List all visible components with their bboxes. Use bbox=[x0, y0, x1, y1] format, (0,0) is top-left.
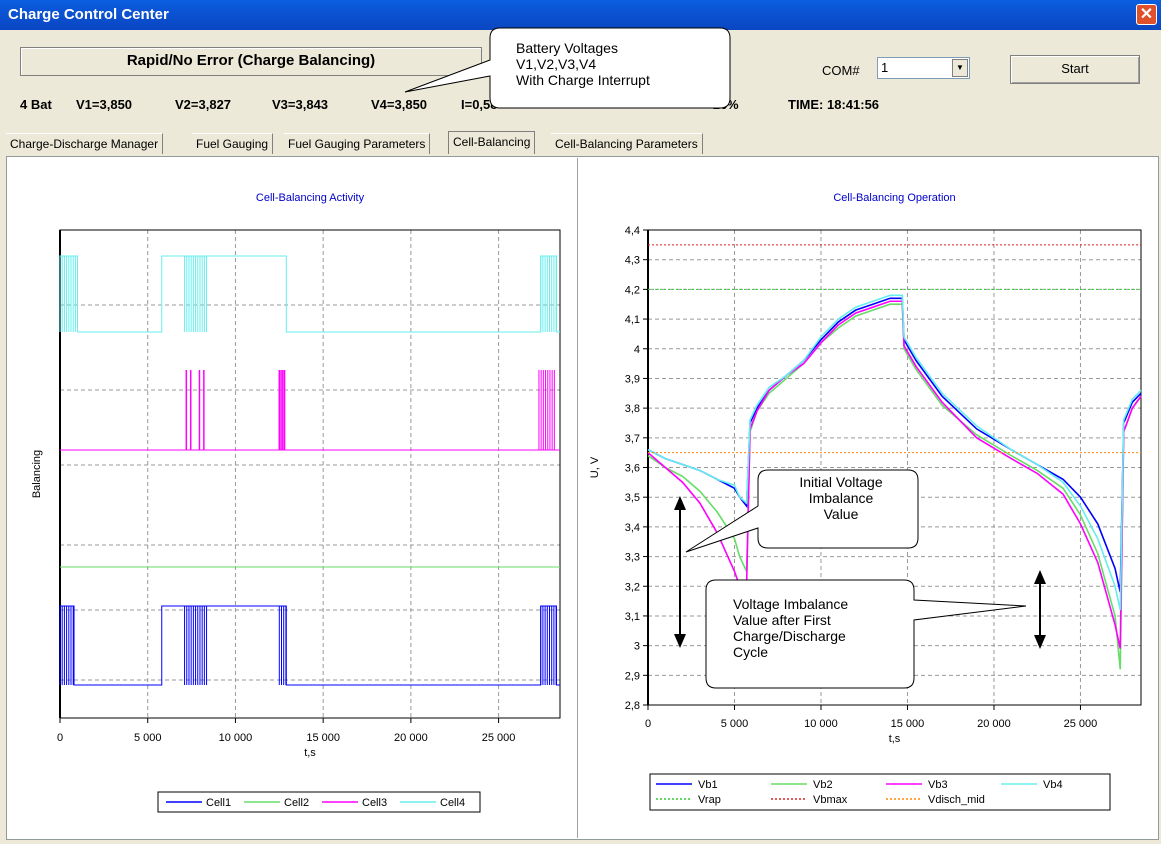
x-tick-label: 0 bbox=[645, 718, 651, 730]
y-tick-label: 4,1 bbox=[625, 314, 640, 326]
series-line-cell4 bbox=[59, 255, 560, 333]
legend-label: Vb2 bbox=[813, 779, 833, 791]
chevron-down-icon[interactable]: ▼ bbox=[952, 59, 968, 77]
current-readout: I=0,58 bbox=[461, 97, 498, 112]
close-icon[interactable]: ✕ bbox=[1136, 4, 1157, 25]
legend-label: Vdisch_mid bbox=[928, 794, 985, 806]
battery-count: 4 Bat bbox=[20, 97, 52, 112]
legend-box bbox=[649, 773, 1111, 811]
time-readout: TIME: 18:41:56 bbox=[788, 97, 880, 112]
y-tick-label: 3,3 bbox=[625, 552, 640, 564]
initial-imbalance-text: Initial Voltage Imbalance Value bbox=[776, 474, 906, 522]
y-tick-label: 2,9 bbox=[625, 670, 640, 682]
callout-line: Imbalance bbox=[808, 490, 874, 506]
y-tick-label: 3,5 bbox=[625, 492, 640, 504]
callout-line: With Charge Interrupt bbox=[516, 72, 650, 88]
start-button[interactable]: Start bbox=[1010, 55, 1140, 84]
y-tick-label: 3,1 bbox=[625, 611, 640, 623]
callout-line: Voltage Imbalance bbox=[733, 596, 849, 612]
x-tick-label: 10 000 bbox=[219, 732, 253, 744]
y-tick-label: 4,2 bbox=[625, 284, 640, 296]
plot-area bbox=[59, 229, 561, 719]
legend-label: Vb1 bbox=[698, 779, 718, 791]
y-tick-label: 3,8 bbox=[625, 403, 640, 415]
y-tick-label: 4 bbox=[634, 344, 640, 356]
tab-cell-balancing-parameters[interactable]: Cell-Balancing Parameters bbox=[551, 133, 703, 154]
y-tick-label: 3,6 bbox=[625, 463, 640, 475]
legend-label: Cell1 bbox=[206, 797, 231, 809]
legend-label: Cell3 bbox=[362, 797, 387, 809]
x-tick-label: 0 bbox=[57, 732, 63, 744]
x-axis-label: t,s bbox=[889, 733, 901, 745]
panel-divider bbox=[577, 158, 578, 838]
mode-status-box: Rapid/No Error (Charge Balancing) bbox=[20, 47, 482, 76]
legend-label: Cell2 bbox=[284, 797, 309, 809]
x-tick-label: 5 000 bbox=[721, 718, 749, 730]
legend-label: Vb4 bbox=[1043, 779, 1063, 791]
legend-box bbox=[157, 791, 481, 813]
y-tick-label: 3,9 bbox=[625, 373, 640, 385]
callout-line: Charge/Discharge bbox=[733, 628, 846, 644]
callout-line: Value after First bbox=[733, 612, 831, 628]
tab-cell-balancing[interactable]: Cell-Balancing bbox=[448, 131, 536, 154]
x-tick-label: 15 000 bbox=[306, 732, 340, 744]
y-tick-label: 4,4 bbox=[625, 225, 640, 237]
tab-charge-discharge-manager[interactable]: Charge-Discharge Manager bbox=[6, 133, 164, 154]
y-tick-label: 3 bbox=[634, 641, 640, 653]
x-axis-label: t,s bbox=[304, 747, 316, 759]
x-tick-label: 20 000 bbox=[394, 732, 428, 744]
x-tick-label: 10 000 bbox=[804, 718, 838, 730]
com-port-select[interactable]: 1 ▼ bbox=[877, 57, 970, 79]
voltage-v1: V1=3,850 bbox=[76, 97, 133, 112]
callout-line: Cycle bbox=[733, 644, 769, 660]
legend-label: Vrap bbox=[698, 794, 721, 806]
callout-line: V1,V2,V3,V4 bbox=[516, 56, 597, 72]
x-tick-label: 25 000 bbox=[482, 732, 516, 744]
series-line-cell1 bbox=[59, 605, 560, 686]
x-tick-label: 5 000 bbox=[134, 732, 162, 744]
y-tick-label: 3,7 bbox=[625, 433, 640, 445]
tab-fuel-gauging-parameters[interactable]: Fuel Gauging Parameters bbox=[284, 133, 431, 154]
y-tick-label: 2,8 bbox=[625, 700, 640, 712]
x-tick-label: 15 000 bbox=[891, 718, 925, 730]
series-line-vb1 bbox=[647, 297, 1142, 593]
window-title: Charge Control Center bbox=[8, 6, 169, 23]
cell-balancing-activity-chart: Cell-Balancing Activity 0 5 000 10 000 15 00… bbox=[31, 192, 561, 813]
y-tick-label: 4,3 bbox=[625, 255, 640, 267]
callout-line: Value bbox=[823, 506, 859, 522]
battery-voltages-callout bbox=[404, 27, 731, 109]
y-tick-label: 3,4 bbox=[625, 522, 640, 534]
x-tick-label: 20 000 bbox=[977, 718, 1011, 730]
y-axis-label: U, V bbox=[589, 456, 601, 478]
tab-fuel-gauging[interactable]: Fuel Gauging bbox=[192, 133, 274, 154]
x-tick-label: 25 000 bbox=[1064, 718, 1098, 730]
voltage-v4: V4=3,850 bbox=[371, 97, 428, 112]
title-bar: Charge Control Center ✕ bbox=[0, 0, 1161, 30]
callout-line: Initial Voltage bbox=[799, 474, 883, 490]
chart-title: Cell-Balancing Activity bbox=[256, 192, 365, 204]
series-line-vb3 bbox=[647, 300, 1142, 649]
voltage-v2: V2=3,827 bbox=[175, 97, 232, 112]
y-tick-label: 3,2 bbox=[625, 581, 640, 593]
com-port-value: 1 bbox=[881, 60, 889, 75]
legend-label: Cell4 bbox=[440, 797, 465, 809]
com-port-label: COM# bbox=[822, 63, 860, 78]
after-cycle-imbalance-text: Voltage Imbalance Value after First Char… bbox=[733, 596, 848, 660]
legend-label: Vbmax bbox=[813, 794, 848, 806]
legend-label: Vb3 bbox=[928, 779, 948, 791]
chart-title: Cell-Balancing Operation bbox=[833, 192, 955, 204]
voltage-v3: V3=3,843 bbox=[272, 97, 329, 112]
y-axis-label: Balancing bbox=[31, 450, 43, 498]
battery-voltages-callout-text: Battery Voltages V1,V2,V3,V4 With Charge… bbox=[516, 40, 650, 88]
callout-line: Battery Voltages bbox=[516, 40, 618, 56]
